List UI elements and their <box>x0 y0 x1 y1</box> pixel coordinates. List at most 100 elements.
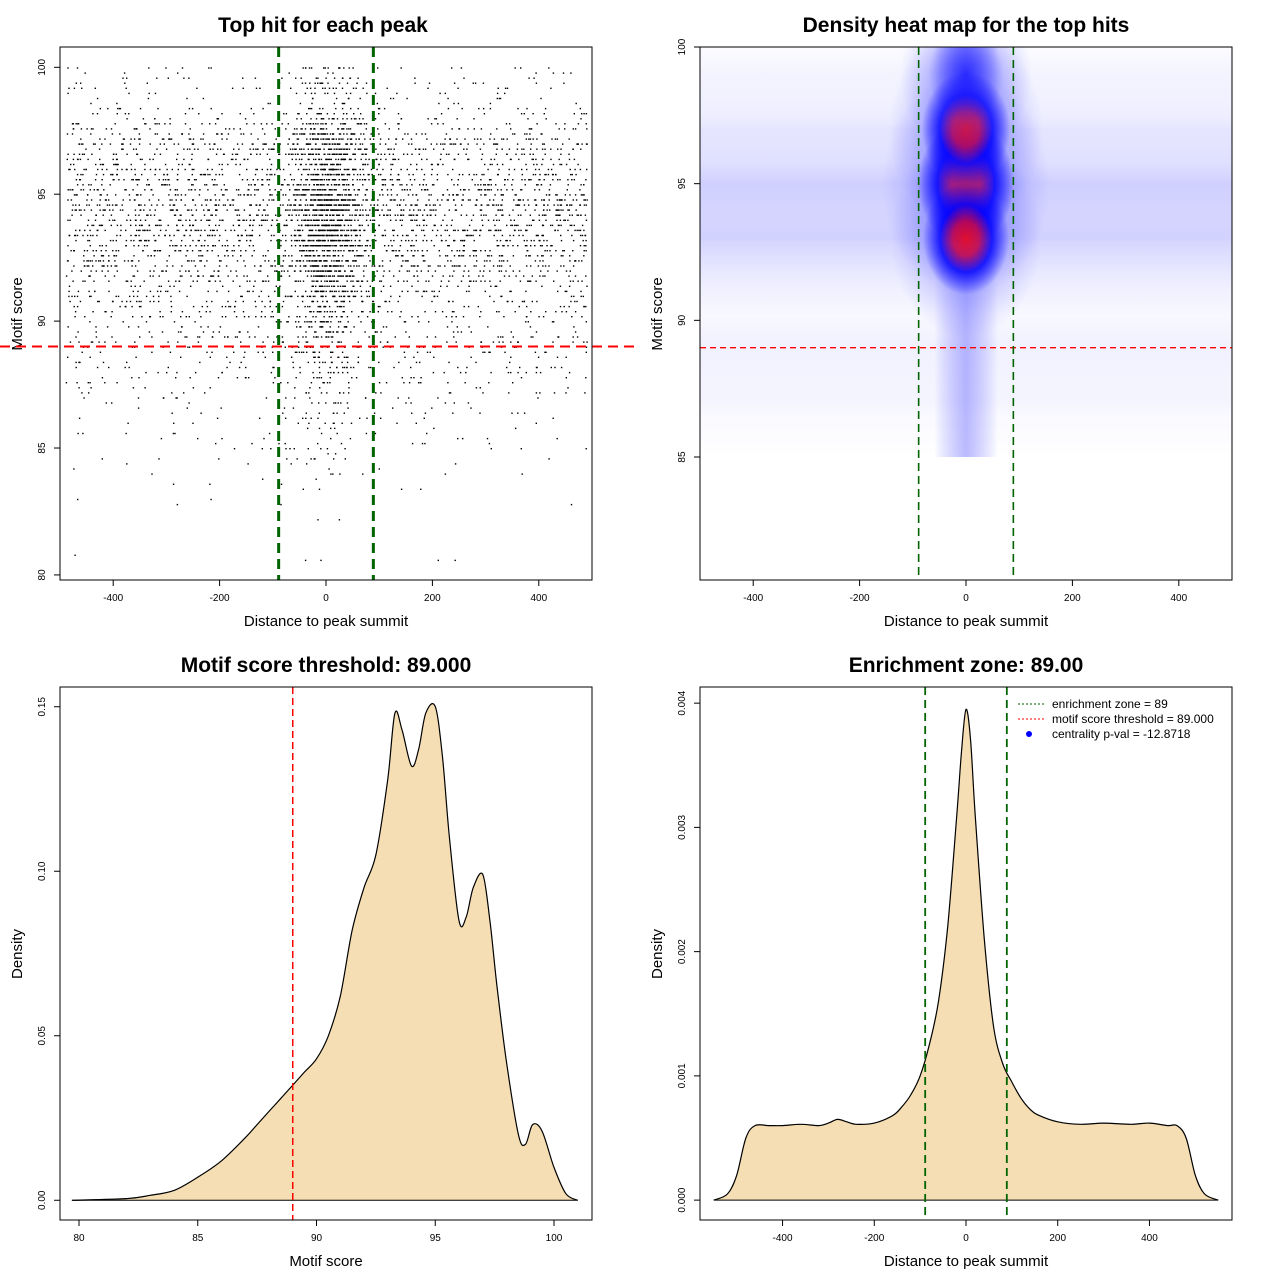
scatter-point <box>338 356 340 358</box>
scatter-point <box>543 239 545 242</box>
scatter-point <box>233 448 236 450</box>
scatter-point <box>334 234 336 237</box>
scatter-point <box>321 250 324 252</box>
scatter-point <box>153 255 156 257</box>
scatter-point <box>564 219 566 221</box>
scatter-point <box>504 87 507 89</box>
scatter-point <box>254 300 256 303</box>
scatter-point <box>290 245 293 247</box>
scatter-point <box>238 239 240 242</box>
scatter-point <box>345 209 348 211</box>
scatter-point <box>570 295 573 298</box>
scatter-point <box>148 199 151 201</box>
scatter-point <box>467 305 470 308</box>
scatter-point <box>192 239 194 242</box>
scatter-point <box>459 189 462 191</box>
scatter-point <box>203 209 205 211</box>
scatter-point <box>423 209 426 211</box>
scatter-point <box>274 265 276 267</box>
scatter-point <box>122 138 125 140</box>
scatter-point <box>558 214 560 216</box>
scatter-point <box>127 260 129 262</box>
scatter-point <box>337 280 339 282</box>
scatter-point <box>287 321 289 323</box>
scatter-point <box>85 168 87 171</box>
scatter-point <box>341 234 343 237</box>
scatter-point <box>306 255 309 257</box>
scatter-point <box>534 245 536 247</box>
scatter-point <box>319 133 321 135</box>
scatter-point <box>441 199 443 201</box>
scatter-point <box>298 341 300 343</box>
scatter-point <box>493 219 495 221</box>
scatter-point <box>342 148 344 150</box>
scatter-point <box>154 92 157 95</box>
scatter-point <box>90 184 92 186</box>
scatter-point <box>158 219 160 221</box>
scatter-point <box>200 260 202 262</box>
scatter-point <box>108 290 110 293</box>
scatter-point <box>343 179 345 181</box>
scatter-point <box>583 255 585 257</box>
scatter-point <box>346 113 348 115</box>
scatter-point <box>567 387 569 389</box>
scatter-point <box>199 260 201 262</box>
scatter-point <box>447 382 449 384</box>
scatter-point <box>218 204 220 206</box>
scatter-point <box>153 300 155 303</box>
scatter-point <box>249 234 252 237</box>
scatter-point <box>92 143 95 145</box>
scatter-point <box>285 224 287 227</box>
scatter-point <box>308 214 311 216</box>
scatter-point <box>298 229 301 232</box>
scatter-point <box>142 118 145 120</box>
scatter-point <box>237 219 239 221</box>
scatter-point <box>330 260 333 262</box>
scatter-point <box>363 265 365 267</box>
scatter-point <box>578 229 580 232</box>
scatter-point <box>327 250 330 252</box>
scatter-point <box>336 143 339 145</box>
scatter-point <box>287 295 289 298</box>
scatter-point <box>567 184 569 186</box>
scatter-point <box>353 295 355 298</box>
scatter-point <box>233 351 235 353</box>
scatter-point <box>440 153 442 155</box>
scatter-point <box>124 305 126 308</box>
scatter-point <box>534 189 536 191</box>
scatter-point <box>161 331 164 333</box>
scatter-point <box>235 189 238 191</box>
scatter-point <box>393 239 395 242</box>
scatter-point <box>560 255 562 257</box>
scatter-point <box>317 184 319 186</box>
scatter-point <box>132 290 134 293</box>
scatter-point <box>574 331 577 333</box>
scatter-point <box>330 219 332 221</box>
scatter-point <box>324 143 327 145</box>
scatter-point <box>341 422 343 424</box>
scatter-point <box>313 260 316 262</box>
scatter-point <box>359 229 361 232</box>
scatter-point <box>461 107 463 110</box>
scatter-point <box>564 194 567 196</box>
scatter-point <box>304 224 307 227</box>
scatter-point <box>268 184 270 186</box>
scatter-point <box>114 123 116 125</box>
scatter-point <box>354 255 356 257</box>
scatter-point <box>329 153 331 155</box>
scatter-point <box>104 199 107 201</box>
scatter-point <box>482 351 484 353</box>
scatter-point <box>354 229 356 232</box>
scatter-point <box>497 209 499 211</box>
scatter-point <box>133 275 136 277</box>
scatter-point <box>512 209 514 211</box>
scatter-point <box>66 260 69 262</box>
scatter-point <box>324 224 326 227</box>
scatter-point <box>558 209 560 211</box>
scatter-point <box>359 255 361 257</box>
scatter-point <box>333 163 335 166</box>
scatter-point <box>452 168 454 171</box>
scatter-point <box>75 204 77 206</box>
scatter-point <box>327 148 330 150</box>
scatter-point <box>399 316 401 318</box>
